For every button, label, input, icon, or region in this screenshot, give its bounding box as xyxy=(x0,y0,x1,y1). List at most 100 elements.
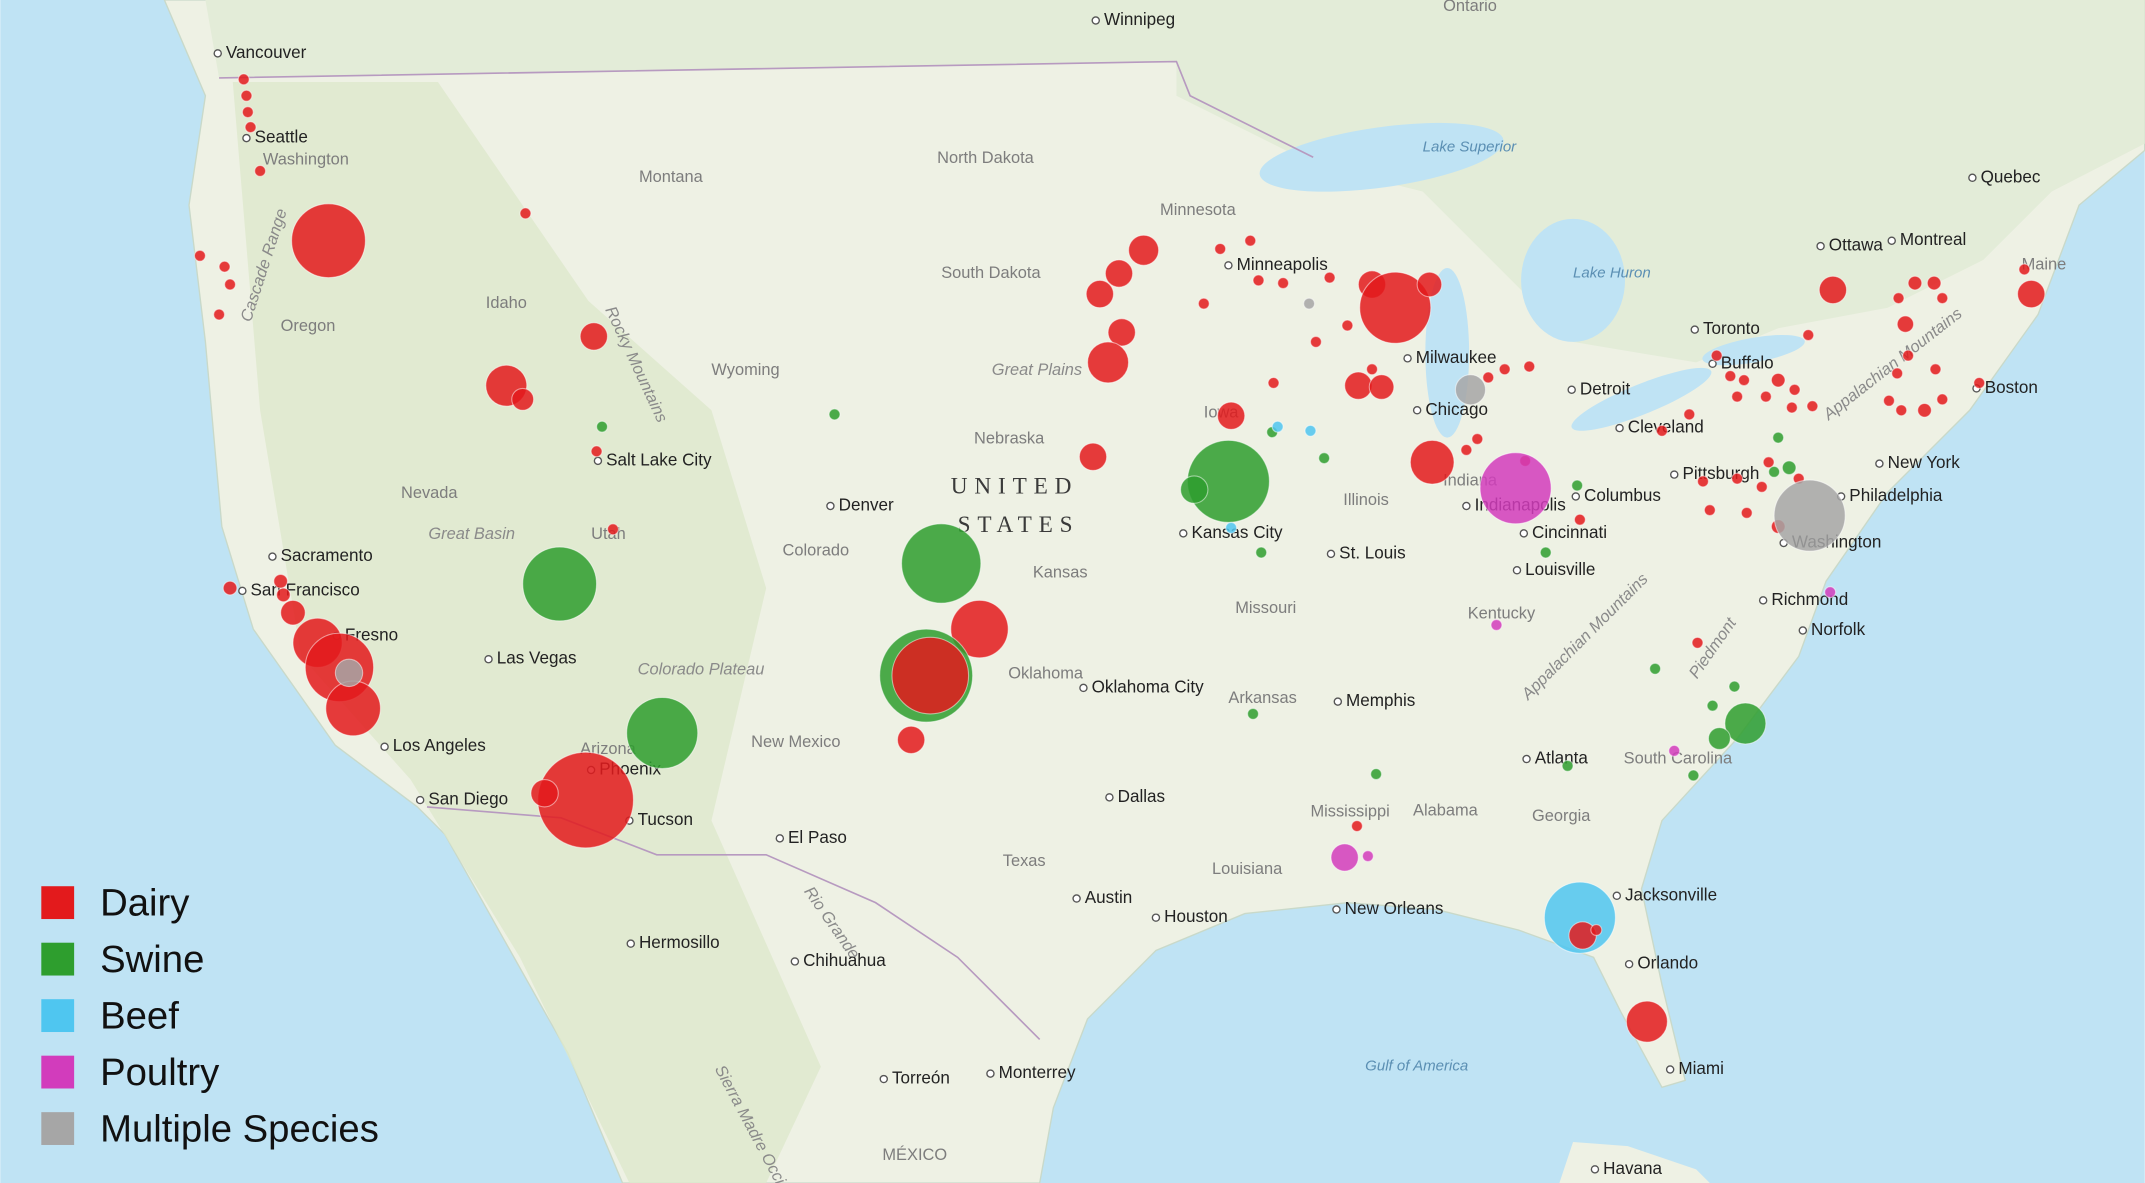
region-label: Colorado xyxy=(783,541,850,559)
site-marker xyxy=(530,779,559,808)
site-marker xyxy=(1926,275,1942,291)
city-label: Oklahoma City xyxy=(1092,677,1204,696)
site-marker xyxy=(1710,349,1723,362)
city-dot xyxy=(1091,16,1100,25)
site-marker xyxy=(1731,472,1744,485)
region-label: Ontario xyxy=(1443,0,1497,15)
site-marker xyxy=(1785,401,1798,414)
site-marker xyxy=(1277,277,1290,290)
site-marker xyxy=(511,387,535,411)
city-label: Montreal xyxy=(1900,230,1966,249)
city-label: Kansas City xyxy=(1191,523,1283,542)
city-label: Denver xyxy=(839,496,894,515)
region-label: Washington xyxy=(263,150,349,168)
site-marker xyxy=(1244,234,1257,247)
site-marker xyxy=(1539,546,1552,559)
site-marker xyxy=(1303,297,1316,310)
site-marker xyxy=(1917,402,1932,418)
city-label: Torreón xyxy=(892,1069,950,1088)
site-marker xyxy=(1882,394,1895,407)
feature-label: Colorado Plateau xyxy=(638,660,765,678)
city-dot xyxy=(1612,891,1622,901)
site-marker xyxy=(1252,274,1265,287)
city-label: Miami xyxy=(1678,1059,1724,1078)
site-marker xyxy=(1907,275,1923,291)
city-dot xyxy=(775,834,785,843)
site-marker xyxy=(1344,371,1373,400)
site-marker xyxy=(1655,424,1668,437)
city-label: Orlando xyxy=(1637,954,1698,973)
site-marker xyxy=(1128,234,1160,266)
city-label: San Francisco xyxy=(251,580,360,599)
site-marker xyxy=(1929,363,1942,376)
region-label: MÉXICO xyxy=(882,1145,947,1164)
city-dot xyxy=(484,654,493,664)
site-marker xyxy=(2018,263,2031,276)
site-marker xyxy=(1625,1000,1668,1043)
city-dot xyxy=(1412,406,1422,415)
city-label: Memphis xyxy=(1346,691,1415,710)
feature-label: Lake Superior xyxy=(1423,139,1518,156)
site-marker xyxy=(1225,521,1238,534)
city-label: Chihuahua xyxy=(803,951,886,970)
city-dot xyxy=(1151,913,1161,922)
city-label: San Diego xyxy=(428,790,508,809)
site-marker xyxy=(1471,432,1484,446)
site-marker xyxy=(1762,456,1775,469)
site-marker xyxy=(1649,662,1662,675)
city-dot xyxy=(238,586,247,596)
feature-label: STATES xyxy=(958,512,1080,538)
feature-label: UNITED xyxy=(951,474,1079,500)
city-dot xyxy=(1690,325,1700,334)
city-dot xyxy=(380,742,389,751)
site-marker xyxy=(275,587,291,603)
site-marker xyxy=(193,249,206,262)
city-label: Dallas xyxy=(1118,787,1165,806)
site-marker xyxy=(596,420,609,433)
city-dot xyxy=(986,1069,995,1078)
lake xyxy=(1259,122,1504,192)
city-label: Milwaukee xyxy=(1416,348,1497,367)
city-label: Boston xyxy=(1985,378,2038,397)
region-label: Illinois xyxy=(1343,491,1389,509)
legend-swatch xyxy=(41,1055,75,1089)
city-label: Sacramento xyxy=(281,546,373,565)
region-label: Alabama xyxy=(1413,801,1479,819)
city-label: Havana xyxy=(1603,1159,1662,1178)
city-label: Buffalo xyxy=(1721,353,1774,372)
site-marker xyxy=(1330,843,1359,872)
site-marker xyxy=(1728,680,1741,693)
city-dot xyxy=(1758,596,1768,605)
city-dot xyxy=(1670,470,1679,479)
site-marker xyxy=(1085,279,1115,309)
site-marker xyxy=(244,121,257,134)
site-marker xyxy=(1197,297,1210,310)
city-label: Monterrey xyxy=(999,1063,1076,1082)
city-dot xyxy=(213,49,222,58)
city-label: New Orleans xyxy=(1345,899,1444,918)
site-marker xyxy=(1078,442,1108,472)
site-marker xyxy=(1214,242,1227,255)
site-marker xyxy=(1573,513,1586,526)
site-marker xyxy=(1818,275,1848,305)
city-dot xyxy=(1887,236,1896,245)
feature-label: Lake Huron xyxy=(1573,264,1651,281)
site-marker xyxy=(254,164,267,177)
city-dot xyxy=(593,456,603,466)
city-label: Richmond xyxy=(1771,590,1848,609)
site-marker xyxy=(218,260,231,273)
city-dot xyxy=(1079,683,1088,693)
site-marker xyxy=(1683,408,1696,421)
site-marker xyxy=(222,580,238,596)
city-label: Louisville xyxy=(1525,560,1595,579)
site-marker xyxy=(1454,374,1487,406)
city-dot xyxy=(1519,529,1529,538)
site-marker xyxy=(1590,923,1603,937)
city-dot xyxy=(1333,697,1343,706)
city-dot xyxy=(1816,241,1825,251)
city-dot xyxy=(1798,626,1808,635)
city-label: Detroit xyxy=(1580,379,1631,398)
city-label: Minneapolis xyxy=(1237,255,1328,274)
feature-label: Great Basin xyxy=(428,525,515,543)
region-label: Kansas xyxy=(1033,563,1088,581)
